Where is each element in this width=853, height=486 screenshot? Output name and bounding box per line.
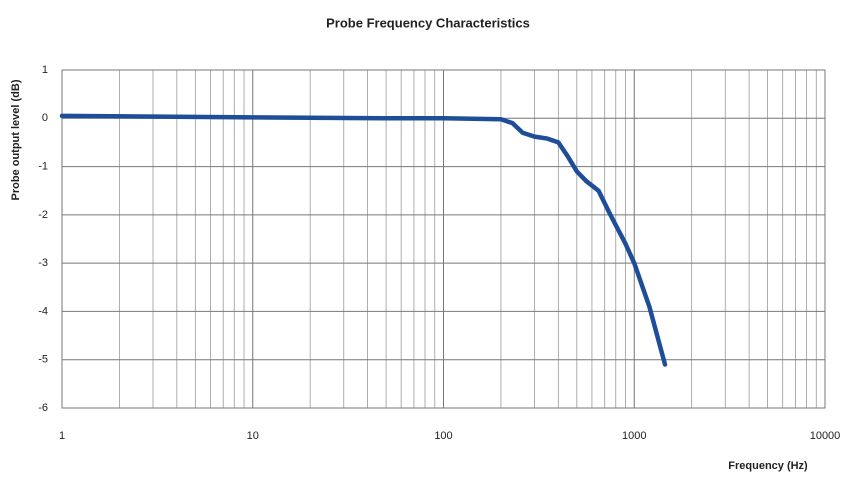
x-tick-label: 1000 (622, 430, 646, 442)
chart-title: Probe Frequency Characteristics (326, 15, 530, 30)
data-line (59, 113, 668, 367)
x-tick-label: 10000 (810, 430, 841, 442)
y-tick-label: -2 (38, 209, 48, 221)
y-axis-title: Probe output level (dB) (10, 79, 22, 200)
y-tick-label: -1 (38, 160, 48, 172)
x-tick-label: 100 (434, 430, 452, 442)
x-tick-label: 1 (59, 430, 65, 442)
y-tick-label: -6 (38, 402, 48, 414)
y-tick-label: 1 (42, 64, 48, 76)
y-tick-label: -3 (38, 257, 48, 269)
x-axis-title: Frequency (Hz) (728, 460, 808, 472)
y-tick-label: -5 (38, 354, 48, 366)
y-tick-label: -4 (38, 305, 48, 317)
y-tick-label: 0 (42, 112, 48, 124)
x-tick-label: 10 (247, 430, 259, 442)
